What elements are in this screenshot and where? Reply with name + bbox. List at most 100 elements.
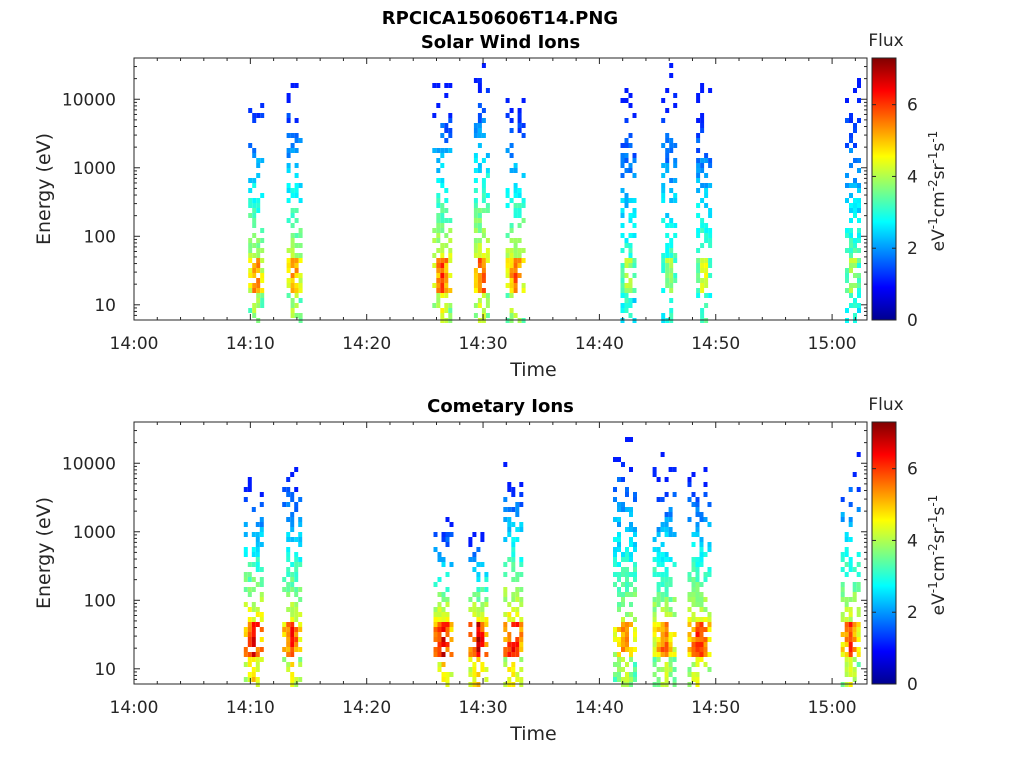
spectrogram-pixel [656, 652, 661, 657]
spectrogram-pixel [286, 492, 291, 497]
spectrogram-pixel [519, 562, 524, 567]
spectrogram-pixel [444, 83, 449, 88]
spectrogram-pixel [448, 313, 453, 318]
spectrogram-pixel [629, 677, 633, 682]
axes-frame [133, 421, 868, 685]
spectrogram-pixel [849, 233, 853, 238]
spectrogram-pixel [669, 263, 674, 268]
spectrogram-pixel [432, 83, 437, 88]
spectrogram-pixel [849, 238, 853, 243]
spectrogram-pixel [696, 203, 701, 208]
spectrogram-pixel [665, 153, 670, 158]
spectrogram-pixel [856, 607, 861, 612]
spectrogram-pixel [664, 527, 669, 532]
spectrogram-pixel [433, 647, 438, 652]
spectrogram-pixel [669, 238, 674, 243]
spectrogram-pixel [286, 168, 291, 173]
spectrogram-pixel [628, 303, 633, 308]
spectrogram-pixel [481, 313, 486, 318]
spectrogram-pixel [652, 572, 657, 577]
spectrogram-pixel [691, 662, 696, 667]
spectrogram-pixel [473, 168, 478, 173]
spectrogram-pixel [294, 83, 299, 88]
spectrogram-pixel [248, 258, 253, 263]
spectrogram-pixel [513, 163, 518, 168]
spectrogram-pixel [660, 452, 665, 457]
colorbar-tick-label: 4 [907, 167, 918, 187]
spectrogram-pixel [509, 248, 514, 253]
spectrogram-pixel [856, 507, 861, 512]
spectrogram-pixel [252, 233, 257, 238]
spectrogram-pixel [290, 627, 295, 632]
spectrogram-pixel [286, 592, 291, 597]
spectrogram-pixel [848, 612, 853, 617]
spectrogram-pixel [845, 98, 849, 103]
spectrogram-pixel [613, 652, 617, 657]
axes-frame [133, 57, 868, 321]
spectrogram-pixel [468, 622, 473, 627]
spectrogram-pixel [857, 83, 861, 88]
spectrogram-pixel [282, 577, 287, 582]
spectrogram-pixel [290, 577, 295, 582]
spectrogram-pixel [440, 153, 445, 158]
spectrogram-pixel [445, 572, 450, 577]
spectrogram-pixel [290, 492, 295, 497]
spectrogram-pixel [845, 233, 849, 238]
spectrogram-pixel [515, 637, 520, 642]
spectrogram-pixel [664, 637, 669, 642]
spectrogram-pixel [436, 258, 441, 263]
spectrogram-pixel [852, 632, 857, 637]
spectrogram-pixel [691, 612, 696, 617]
spectrogram-pixel [290, 637, 295, 642]
spectrogram-pixel [673, 143, 678, 148]
spectrogram-pixel [252, 203, 257, 208]
spectrogram-pixel [444, 268, 449, 273]
spectrogram-pixel [298, 637, 303, 642]
spectrogram-pixel [699, 652, 704, 657]
spectrogram-pixel [485, 88, 490, 93]
spectrogram-pixel [294, 577, 299, 582]
spectrogram-pixel [480, 632, 485, 637]
spectrogram-pixel [503, 597, 508, 602]
spectrogram-pixel [664, 667, 669, 672]
spectrogram-pixel [629, 612, 633, 617]
spectrogram-pixel [477, 123, 482, 128]
spectrogram-pixel [256, 288, 261, 293]
spectrogram-pixel [660, 497, 665, 502]
spectrogram-pixel [505, 253, 510, 258]
spectrogram-pixel [503, 562, 508, 567]
spectrogram-pixel [708, 238, 713, 243]
spectrogram-pixel [294, 173, 299, 178]
spectrogram-pixel [629, 507, 633, 512]
spectrogram-pixel [513, 193, 518, 198]
spectrogram-pixel [840, 517, 845, 522]
spectrogram-pixel [473, 78, 478, 83]
spectrogram-pixel [848, 672, 853, 677]
spectrogram-pixel [259, 617, 264, 622]
spectrogram-pixel [448, 253, 453, 258]
spectrogram-pixel [247, 482, 252, 487]
spectrogram-pixel [661, 183, 666, 188]
spectrogram-pixel [298, 243, 303, 248]
spectrogram-pixel [476, 597, 481, 602]
spectrogram-pixel [695, 647, 700, 652]
spectrogram-pixel [628, 133, 633, 138]
spectrogram-pixel [628, 168, 633, 173]
spectrogram-pixel [519, 602, 524, 607]
spectrogram-pixel [503, 652, 508, 657]
spectrogram-pixel [448, 148, 453, 153]
spectrogram-pixel [445, 517, 450, 522]
spectrogram-pixel [696, 188, 701, 193]
spectrogram-pixel [632, 298, 637, 303]
spectrogram-pixel [298, 657, 303, 662]
spectrogram-pixel [477, 228, 482, 233]
spectrogram-pixel [519, 482, 524, 487]
spectrogram-pixel [687, 517, 692, 522]
spectrogram-pixel [440, 208, 445, 213]
spectrogram-pixel [511, 492, 516, 497]
spectrogram-pixel [625, 647, 629, 652]
spectrogram-pixel [853, 143, 857, 148]
spectrogram-pixel [660, 582, 665, 587]
spectrogram-pixel [699, 637, 704, 642]
